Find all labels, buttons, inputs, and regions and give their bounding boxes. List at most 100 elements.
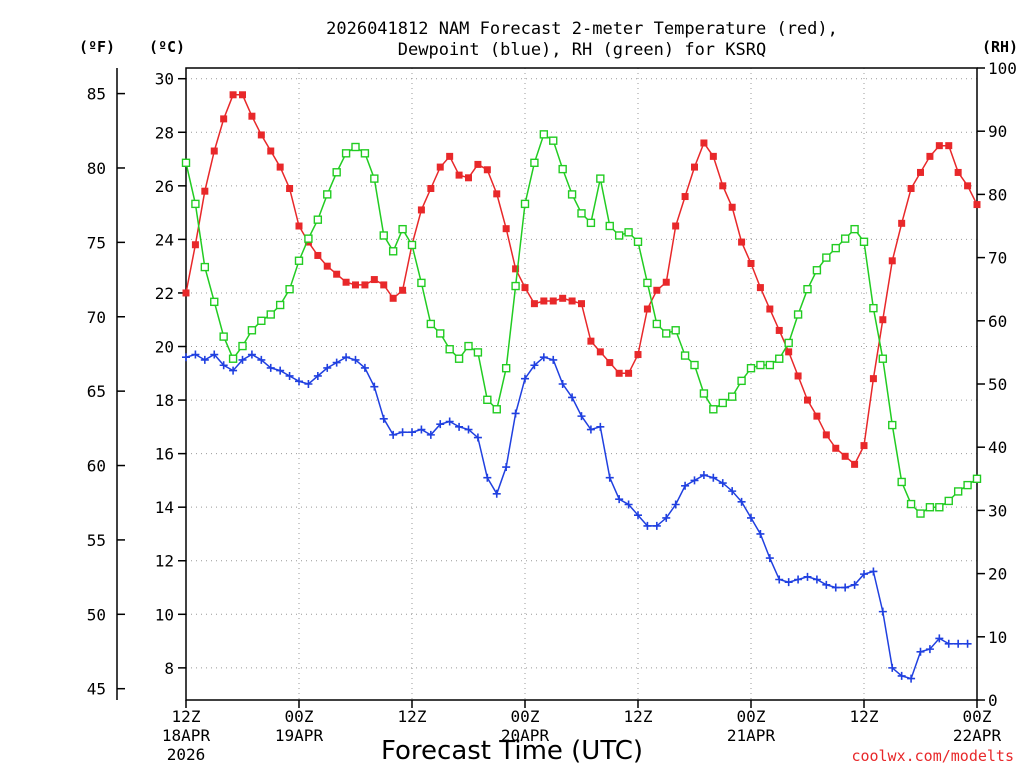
dewpoint-point — [351, 355, 360, 364]
dewpoint-point — [238, 355, 247, 364]
unit-celsius: (ºC) — [149, 38, 185, 56]
rh-point — [671, 326, 680, 335]
rh-point — [888, 420, 897, 430]
rh-point — [379, 231, 388, 240]
rh-point — [709, 405, 718, 414]
rh-point — [219, 332, 228, 341]
x-tick-label-date: 19APR — [275, 726, 324, 745]
temperature-point — [257, 131, 265, 139]
rh-point — [313, 215, 323, 224]
rh-point — [746, 364, 756, 373]
dewpoint-line — [185, 353, 968, 680]
rh-point — [614, 231, 624, 240]
dewpoint-point — [408, 428, 416, 437]
dewpoint-point — [831, 583, 840, 592]
rh-point — [464, 341, 473, 351]
temperature-point — [662, 278, 670, 286]
temperature-point — [700, 139, 708, 147]
temperature-point — [709, 152, 717, 160]
temperature-point — [578, 300, 585, 308]
rh-tick-label: 50 — [988, 375, 1007, 394]
rh-point — [520, 199, 530, 209]
rh-point — [332, 168, 341, 177]
rh-point — [492, 405, 501, 414]
temperature-point — [775, 326, 783, 334]
dewpoint-point — [389, 430, 398, 439]
rh-point — [859, 237, 869, 247]
celsius-tick-label: 18 — [155, 391, 174, 410]
x-tick-label-year: 2026 — [167, 745, 206, 764]
rh-point — [690, 360, 699, 370]
temperature-point — [286, 185, 294, 193]
rh-point — [426, 319, 436, 329]
temperature-point — [512, 265, 520, 273]
dewpoint-point — [530, 361, 539, 370]
rh-point — [699, 389, 709, 398]
x-tick-label-time: 12Z — [850, 707, 879, 726]
temperature-point — [455, 171, 463, 179]
dewpoint-point — [822, 580, 831, 589]
fahrenheit-tick-label: 65 — [87, 382, 106, 401]
dewpoint-point — [794, 575, 803, 584]
rh-point — [228, 354, 238, 363]
dewpoint-point — [313, 371, 322, 380]
dewpoint-point — [577, 412, 586, 421]
temperature-point — [832, 444, 840, 452]
rh-point — [266, 310, 275, 319]
rh-point — [388, 247, 398, 256]
temperature-point — [229, 91, 237, 99]
dewpoint-point — [539, 353, 548, 362]
temperature-point — [634, 351, 642, 359]
temperature-point — [201, 187, 209, 195]
temperature-point — [465, 174, 472, 182]
dewpoint-point — [812, 575, 821, 584]
temperature-point — [568, 297, 576, 305]
rh-point — [953, 487, 963, 496]
temperature-point — [502, 225, 510, 233]
dewpoint-point — [596, 422, 605, 431]
temperature-point — [794, 372, 802, 380]
rh-point — [963, 480, 972, 490]
temperature-point — [549, 297, 557, 305]
rh-point — [680, 351, 690, 360]
rh-point — [765, 360, 775, 370]
temperature-point — [323, 262, 331, 270]
rh-point — [454, 354, 464, 363]
dewpoint-point — [229, 366, 238, 375]
rh-point — [850, 224, 859, 234]
x-tick-label-date: 22APR — [953, 726, 1002, 745]
celsius-tick-label: 12 — [155, 552, 174, 571]
temperature-point — [672, 222, 680, 230]
dewpoint-point — [944, 639, 953, 648]
x-tick-label-time: 00Z — [963, 707, 992, 726]
fahrenheit-tick-label: 75 — [87, 233, 106, 252]
dewpoint-point — [925, 645, 934, 654]
dewpoint-point — [897, 671, 906, 680]
temperature-point — [804, 396, 811, 404]
dewpoint-point — [709, 473, 718, 482]
dewpoint-point — [502, 463, 511, 472]
rh-point — [586, 218, 596, 228]
temperature-point — [521, 284, 529, 292]
dewpoint-point — [850, 580, 859, 589]
rh-point — [483, 395, 492, 404]
dewpoint-point — [285, 371, 294, 380]
rh-point — [869, 303, 878, 313]
x-axis-label: Forecast Time (UTC) — [381, 736, 643, 766]
rh-point — [539, 130, 549, 139]
temperature-point — [822, 431, 830, 439]
temperature-point — [182, 289, 190, 297]
dewpoint-point — [266, 363, 275, 372]
temperature-point — [653, 286, 661, 294]
rh-point — [558, 164, 567, 174]
rh-tick-label: 10 — [988, 628, 1007, 647]
dewpoint-point — [342, 353, 351, 362]
dewpoint-point — [728, 487, 737, 496]
temperature-point — [295, 222, 303, 230]
dewpoint-point — [219, 361, 228, 370]
dewpoint-point — [549, 355, 558, 364]
dewpoint-point — [417, 425, 426, 434]
dewpoint-point — [803, 572, 812, 581]
dewpoint-point — [247, 350, 256, 359]
